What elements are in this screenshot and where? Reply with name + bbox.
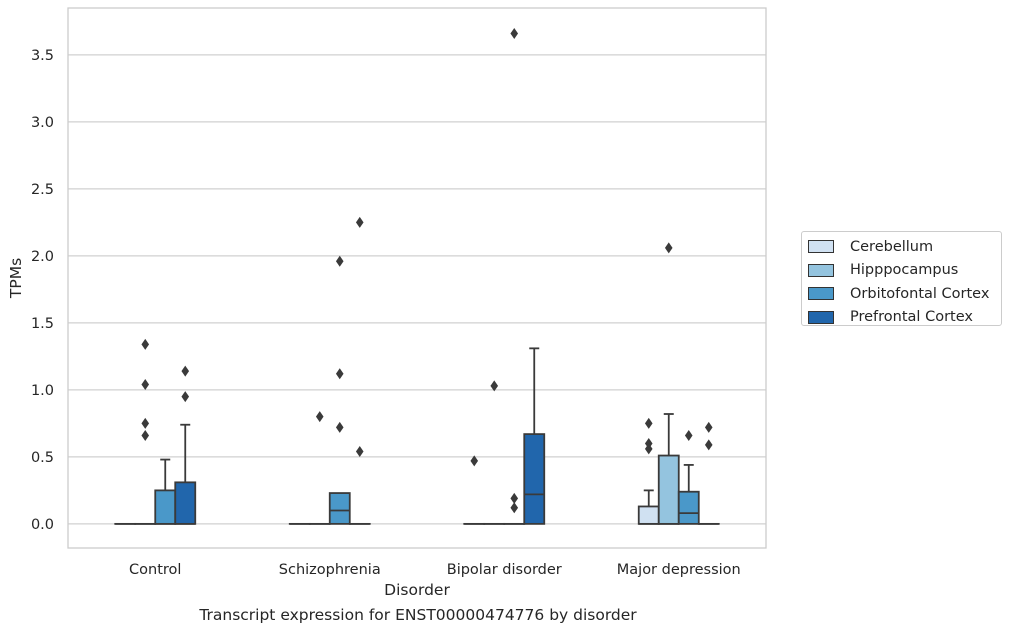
- legend-item: Orbitofontal Cortex: [808, 282, 1001, 306]
- outlier-point: [664, 242, 673, 254]
- box-3-1: [657, 242, 680, 525]
- outlier-point: [510, 27, 519, 39]
- box-iqr: [154, 489, 177, 525]
- legend-label: Prefrontal Cortex: [850, 309, 973, 326]
- outlier-point: [335, 368, 344, 380]
- outlier-point: [470, 455, 479, 467]
- x-tick-label: Control: [129, 562, 181, 578]
- legend: Cerebellum Hipppocampus Orbitofontal Corte…: [801, 231, 1002, 326]
- y-tick-label: 1.5: [31, 316, 54, 332]
- y-tick-label: 3.0: [31, 115, 54, 131]
- box-2-3: [523, 347, 546, 525]
- x-axis-label: Disorder: [384, 581, 450, 599]
- box-iqr: [174, 481, 197, 525]
- legend-label: Hipppocampus: [850, 262, 959, 279]
- legend-swatch: [808, 287, 834, 301]
- box-3-2: [677, 429, 700, 525]
- y-tick-label: 3.5: [31, 48, 54, 64]
- box-2-0: [463, 455, 486, 525]
- grid-lines: [68, 54, 766, 525]
- outlier-point: [315, 411, 324, 423]
- x-tick-labels: Control Schizophrenia Bipolar disorder Majo…: [129, 562, 741, 578]
- outlier-point: [355, 216, 364, 228]
- x-tick-label: Schizophrenia: [279, 562, 381, 578]
- outlier-point: [141, 417, 150, 429]
- y-tick-label: 2.0: [31, 249, 54, 265]
- legend-label: Cerebellum: [850, 238, 934, 255]
- box-0-1: [134, 338, 157, 525]
- box-1-2: [328, 255, 351, 525]
- box-0-2: [154, 458, 177, 525]
- plot-frame: [67, 7, 767, 549]
- legend-item: Prefrontal Cortex: [808, 306, 1001, 330]
- box-3-0: [637, 417, 660, 525]
- box-1-1: [308, 411, 331, 525]
- outlier-point: [355, 446, 364, 458]
- figure-caption: Transcript expression for ENST0000047477…: [199, 606, 637, 624]
- box-iqr: [677, 490, 700, 525]
- box-3-3: [697, 421, 720, 525]
- outlier-point: [181, 391, 190, 403]
- outlier-point: [335, 255, 344, 267]
- y-axis-label: TPMs: [7, 258, 25, 299]
- legend-swatch: [808, 263, 834, 277]
- box-iqr: [657, 454, 680, 525]
- legend-item: Hipppocampus: [808, 259, 1001, 283]
- legend-swatch: [808, 240, 834, 254]
- outlier-point: [181, 365, 190, 377]
- outlier-point: [490, 380, 499, 392]
- box-2-2: [503, 27, 526, 525]
- x-tick-label: Bipolar disorder: [447, 562, 562, 578]
- outlier-point: [141, 429, 150, 441]
- y-tick-label: 0.0: [31, 517, 54, 533]
- legend-label: Orbitofontal Cortex: [850, 285, 990, 302]
- x-tick-label: Major depression: [617, 562, 741, 578]
- y-tick-label: 1.0: [31, 383, 54, 399]
- outlier-point: [704, 439, 713, 451]
- legend-item: Cerebellum: [808, 235, 1001, 259]
- outlier-point: [510, 502, 519, 514]
- box-iqr: [328, 492, 351, 525]
- outlier-point: [141, 379, 150, 391]
- box-iqr: [637, 505, 660, 525]
- box-0-3: [174, 365, 197, 525]
- box-iqr: [523, 433, 546, 525]
- boxes: [114, 27, 720, 525]
- box-2-1: [483, 380, 506, 525]
- outlier-point: [684, 429, 693, 441]
- outlier-point: [704, 421, 713, 433]
- outlier-point: [644, 417, 653, 429]
- outlier-point: [141, 338, 150, 350]
- outlier-point: [335, 421, 344, 433]
- y-tick-labels: 0.0 0.5 1.0 1.5 2.0 2.5 3.0 3.5: [31, 48, 54, 533]
- outlier-point: [510, 492, 519, 504]
- y-tick-label: 2.5: [31, 182, 54, 198]
- legend-swatch: [808, 310, 834, 324]
- outlier-point: [644, 437, 653, 449]
- box-1-3: [348, 216, 371, 525]
- y-tick-label: 0.5: [31, 450, 54, 466]
